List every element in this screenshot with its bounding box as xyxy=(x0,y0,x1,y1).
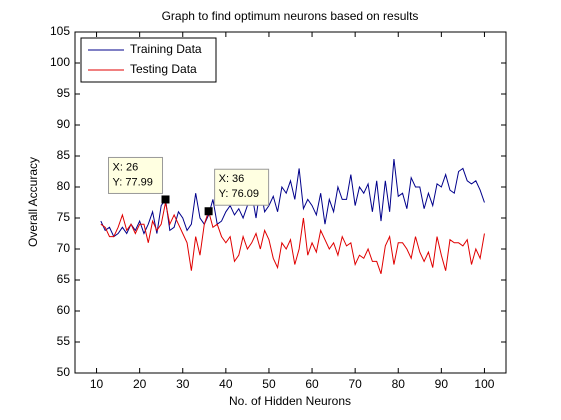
datatip-text: X: 26 xyxy=(113,161,139,173)
x-tick-label: 30 xyxy=(176,377,190,391)
y-tick-label: 80 xyxy=(57,179,71,193)
x-tick-label: 90 xyxy=(435,377,449,391)
y-tick-label: 70 xyxy=(57,241,71,255)
y-tick-label: 105 xyxy=(50,24,70,38)
x-tick-label: 60 xyxy=(305,377,319,391)
x-tick-label: 20 xyxy=(133,377,147,391)
datatip-text: Y: 76.09 xyxy=(219,188,259,200)
x-tick-label: 100 xyxy=(474,377,494,391)
x-tick-label: 70 xyxy=(348,377,362,391)
x-tick-label: 10 xyxy=(90,377,104,391)
x-tick-label: 80 xyxy=(392,377,406,391)
x-tick-label: 40 xyxy=(219,377,233,391)
y-tick-label: 60 xyxy=(57,303,71,317)
y-axis-label: Overall Accuracy xyxy=(26,157,40,247)
legend-label: Training Data xyxy=(130,42,202,56)
datatip-box xyxy=(214,168,270,206)
legend-box xyxy=(80,37,217,83)
y-tick-label: 55 xyxy=(57,334,71,348)
y-tick-label: 95 xyxy=(57,86,71,100)
y-tick-label: 85 xyxy=(57,148,71,162)
y-tick-label: 90 xyxy=(57,117,71,131)
x-axis-label: No. of Hidden Neurons xyxy=(229,394,351,408)
y-tick-label: 65 xyxy=(57,272,71,286)
datatip-marker xyxy=(161,195,170,204)
y-tick-label: 50 xyxy=(57,365,71,379)
plot-frame xyxy=(74,31,507,374)
x-tick-label: 50 xyxy=(262,377,276,391)
chart-title: Graph to find optimum neurons based on r… xyxy=(162,9,419,23)
y-tick-label: 100 xyxy=(50,55,70,69)
legend-label: Testing Data xyxy=(130,62,197,76)
datatip-box xyxy=(108,156,164,194)
datatip-marker xyxy=(204,207,213,216)
y-tick-label: 75 xyxy=(57,210,71,224)
series-line xyxy=(100,202,485,274)
datatip-text: Y: 77.99 xyxy=(113,176,153,188)
datatip-text: X: 36 xyxy=(219,173,245,185)
